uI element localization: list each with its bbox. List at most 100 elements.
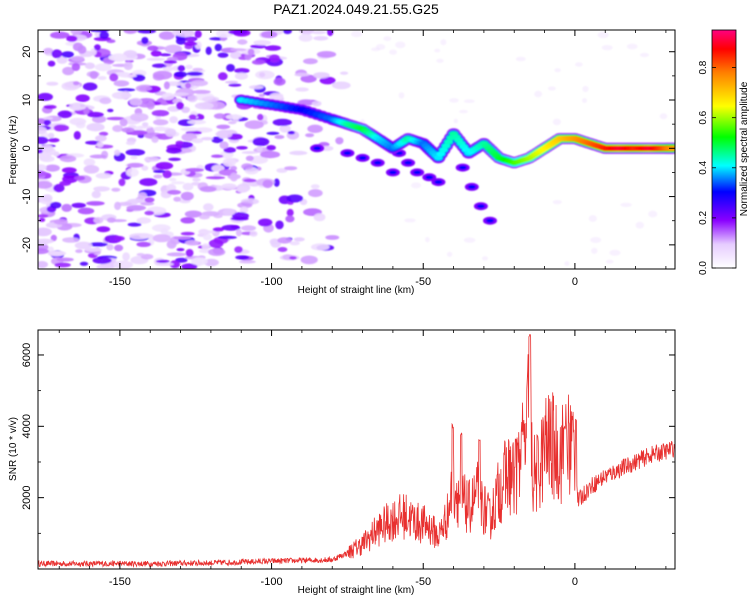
heatmap-noise-blob — [125, 149, 146, 156]
heatmap-background — [38, 30, 675, 269]
colorbar-ticks: 0.0 0.2 0.4 0.6 0.8 — [698, 60, 736, 275]
heatmap-noise-blob — [108, 54, 124, 61]
heatmap-noise-blob — [241, 163, 254, 170]
heatmap-noise-blob — [38, 214, 49, 218]
heatmap-noise-blob — [274, 135, 285, 139]
heatmap-noise-blob — [241, 151, 259, 154]
heatmap-noise-blob — [228, 30, 248, 35]
heatmap-ytick-label: -10 — [21, 189, 33, 205]
heatmap-noise-blob — [185, 249, 194, 257]
heatmap-noise-blob — [95, 172, 112, 179]
heatmap-noise-blob — [175, 140, 184, 145]
heatmap-noise-blob — [46, 81, 59, 86]
heatmap-noise-blob — [298, 33, 313, 42]
heatmap-noise-blob — [123, 61, 133, 71]
heatmap-noise-blob — [201, 137, 214, 141]
heatmap-noise-blob — [73, 81, 80, 86]
heatmap-noise-blob — [129, 97, 143, 106]
heatmap-noise-blob — [212, 227, 225, 232]
heatmap-noise-blob — [230, 48, 247, 52]
heatmap-noise-blob — [97, 76, 107, 80]
snr-panel: -150 -100 -50 0 2000 4000 6000 Height of strai… — [8, 329, 676, 596]
heatmap-noise-blob — [42, 194, 53, 203]
heatmap-noise-blob — [351, 30, 363, 38]
heatmap-noise-blob — [84, 247, 103, 252]
heatmap-noise-blob — [136, 253, 145, 256]
heatmap-noise-blob — [182, 182, 194, 191]
heatmap-noise-blob — [163, 81, 170, 90]
heatmap-noise-blob — [261, 30, 278, 39]
heatmap-noise-blob — [126, 205, 146, 211]
heatmap-noise-blob — [211, 154, 224, 158]
heatmap-noise-blob — [404, 218, 416, 223]
heatmap-noise-blob — [137, 102, 155, 108]
heatmap-noise-blob — [425, 237, 430, 243]
heatmap-noise-blob — [234, 246, 243, 254]
heatmap-noise-blob — [151, 136, 159, 143]
heatmap-noise-blob — [153, 126, 168, 132]
heatmap-noise-blob — [268, 54, 281, 63]
heatmap-noise-blob — [41, 144, 54, 153]
heatmap-noise-blob — [62, 237, 80, 243]
heatmap-noise-blob — [311, 30, 327, 35]
heatmap-branch-core — [425, 175, 434, 180]
snr-xtick-label: 0 — [572, 576, 578, 588]
heatmap-noise-blob — [137, 30, 157, 34]
heatmap-noise-blob — [340, 71, 349, 75]
heatmap-noise-blob — [107, 108, 114, 113]
heatmap-noise-blob — [626, 43, 638, 50]
heatmap-noise-blob — [70, 30, 83, 35]
heatmap-noise-blob — [307, 124, 323, 133]
heatmap-noise-blob — [446, 251, 453, 257]
heatmap-noise-blob — [192, 67, 203, 72]
heatmap-noise-blob — [172, 30, 183, 36]
heatmap-noise-blob — [38, 126, 47, 135]
heatmap-noise-blob — [39, 155, 55, 163]
heatmap-noise-blob — [276, 168, 288, 173]
heatmap-noise-blob — [89, 154, 107, 159]
snr-xtick-label: -150 — [109, 576, 131, 588]
heatmap-noise-blob — [160, 228, 169, 235]
heatmap-noise-blob — [184, 210, 202, 218]
heatmap-noise-blob — [109, 73, 119, 82]
heatmap-noise-blob — [50, 202, 62, 209]
heatmap-noise-blob — [43, 116, 54, 120]
heatmap-noise-blob — [50, 234, 57, 242]
heatmap-noise-blob — [88, 242, 108, 247]
heatmap-noise-blob — [217, 235, 237, 240]
heatmap-noise-blob — [609, 249, 621, 256]
heatmap-noise-blob — [162, 66, 173, 72]
heatmap-noise-blobs — [38, 30, 668, 269]
heatmap-noise-blob — [59, 155, 77, 163]
heatmap-noise-blob — [140, 201, 155, 206]
heatmap-branch-core — [467, 184, 476, 189]
heatmap-noise-blob — [146, 57, 166, 61]
heatmap-noise-blob — [56, 257, 74, 262]
heatmap-noise-blob — [123, 50, 138, 59]
heatmap-noise-blob — [54, 262, 71, 268]
heatmap-noise-blob — [173, 196, 182, 202]
heatmap-noise-blob — [109, 219, 127, 223]
heatmap-xtick-label: -150 — [109, 276, 131, 288]
heatmap-image — [38, 30, 675, 269]
heatmap-noise-blob — [49, 250, 67, 256]
heatmap-noise-blob — [398, 92, 405, 99]
snr-xtick-label: -100 — [261, 576, 283, 588]
heatmap-branch-core — [434, 180, 443, 185]
heatmap-ytick-label: 0 — [21, 145, 33, 151]
heatmap-branch-core — [458, 165, 467, 170]
heatmap-noise-blob — [77, 207, 95, 215]
heatmap-noise-blob — [59, 180, 71, 186]
heatmap-noise-blob — [87, 111, 104, 118]
heatmap-noise-blob — [219, 141, 229, 149]
heatmap-noise-blob — [440, 39, 447, 46]
heatmap-noise-blob — [257, 113, 264, 121]
heatmap-noise-blob — [150, 50, 162, 57]
heatmap-noise-blob — [71, 202, 86, 208]
heatmap-noise-blob — [127, 198, 146, 204]
heatmap-noise-blob — [93, 217, 104, 224]
heatmap-noise-blob — [161, 92, 175, 101]
heatmap-noise-blob — [86, 201, 105, 206]
heatmap-noise-blob — [293, 237, 305, 242]
